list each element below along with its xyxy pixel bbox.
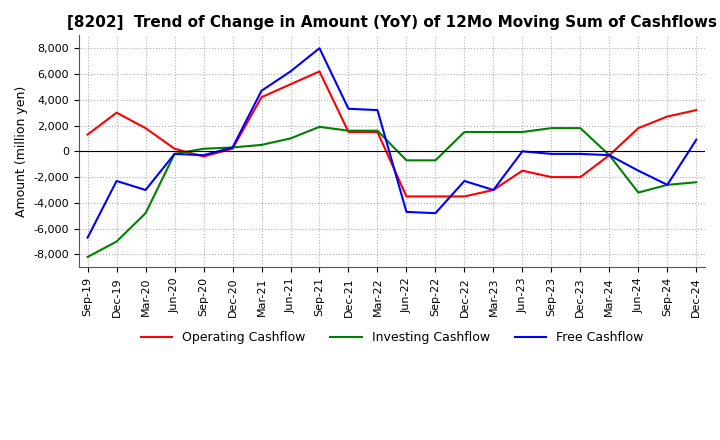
Free Cashflow [576,151,585,157]
Free Cashflow [489,187,498,193]
Operating Cashflow [402,194,411,199]
Free Cashflow [663,182,672,187]
Free Cashflow [373,107,382,113]
Free Cashflow [228,145,237,150]
Operating Cashflow [605,153,613,158]
Investing Cashflow [286,136,294,141]
Free Cashflow [286,69,294,74]
Free Cashflow [402,209,411,215]
Investing Cashflow [402,158,411,163]
Free Cashflow [692,137,701,143]
Operating Cashflow [576,174,585,180]
Operating Cashflow [112,110,121,115]
Operating Cashflow [663,114,672,119]
Free Cashflow [518,149,527,154]
Operating Cashflow [257,95,266,100]
Investing Cashflow [460,129,469,135]
Operating Cashflow [547,174,556,180]
Free Cashflow [460,178,469,183]
Investing Cashflow [141,210,150,216]
Investing Cashflow [257,142,266,147]
Operating Cashflow [315,69,324,74]
Free Cashflow [547,151,556,157]
Investing Cashflow [199,146,208,151]
Operating Cashflow [199,154,208,159]
Investing Cashflow [112,239,121,244]
Operating Cashflow [431,194,440,199]
Operating Cashflow [228,146,237,151]
Operating Cashflow [84,132,92,137]
Investing Cashflow [692,180,701,185]
Investing Cashflow [84,254,92,260]
Legend: Operating Cashflow, Investing Cashflow, Free Cashflow: Operating Cashflow, Investing Cashflow, … [135,326,648,349]
Line: Investing Cashflow: Investing Cashflow [88,127,696,257]
Free Cashflow [112,178,121,183]
Operating Cashflow [170,146,179,151]
Operating Cashflow [692,107,701,113]
Investing Cashflow [576,125,585,131]
Line: Operating Cashflow: Operating Cashflow [88,71,696,196]
Operating Cashflow [286,82,294,87]
Free Cashflow [199,153,208,158]
Investing Cashflow [344,128,353,133]
Free Cashflow [170,151,179,157]
Investing Cashflow [489,129,498,135]
Free Cashflow [257,88,266,93]
Investing Cashflow [663,182,672,187]
Operating Cashflow [344,129,353,135]
Operating Cashflow [373,129,382,135]
Investing Cashflow [373,128,382,133]
Investing Cashflow [170,151,179,157]
Investing Cashflow [228,145,237,150]
Free Cashflow [315,46,324,51]
Operating Cashflow [460,194,469,199]
Free Cashflow [634,168,643,173]
Title: [8202]  Trend of Change in Amount (YoY) of 12Mo Moving Sum of Cashflows: [8202] Trend of Change in Amount (YoY) o… [67,15,717,30]
Free Cashflow [605,153,613,158]
Investing Cashflow [605,153,613,158]
Investing Cashflow [315,124,324,129]
Operating Cashflow [518,168,527,173]
Investing Cashflow [518,129,527,135]
Operating Cashflow [634,125,643,131]
Operating Cashflow [141,125,150,131]
Free Cashflow [141,187,150,193]
Line: Free Cashflow: Free Cashflow [88,48,696,238]
Free Cashflow [431,210,440,216]
Investing Cashflow [431,158,440,163]
Free Cashflow [344,106,353,111]
Y-axis label: Amount (million yen): Amount (million yen) [15,86,28,217]
Investing Cashflow [547,125,556,131]
Free Cashflow [84,235,92,240]
Investing Cashflow [634,190,643,195]
Operating Cashflow [489,187,498,193]
